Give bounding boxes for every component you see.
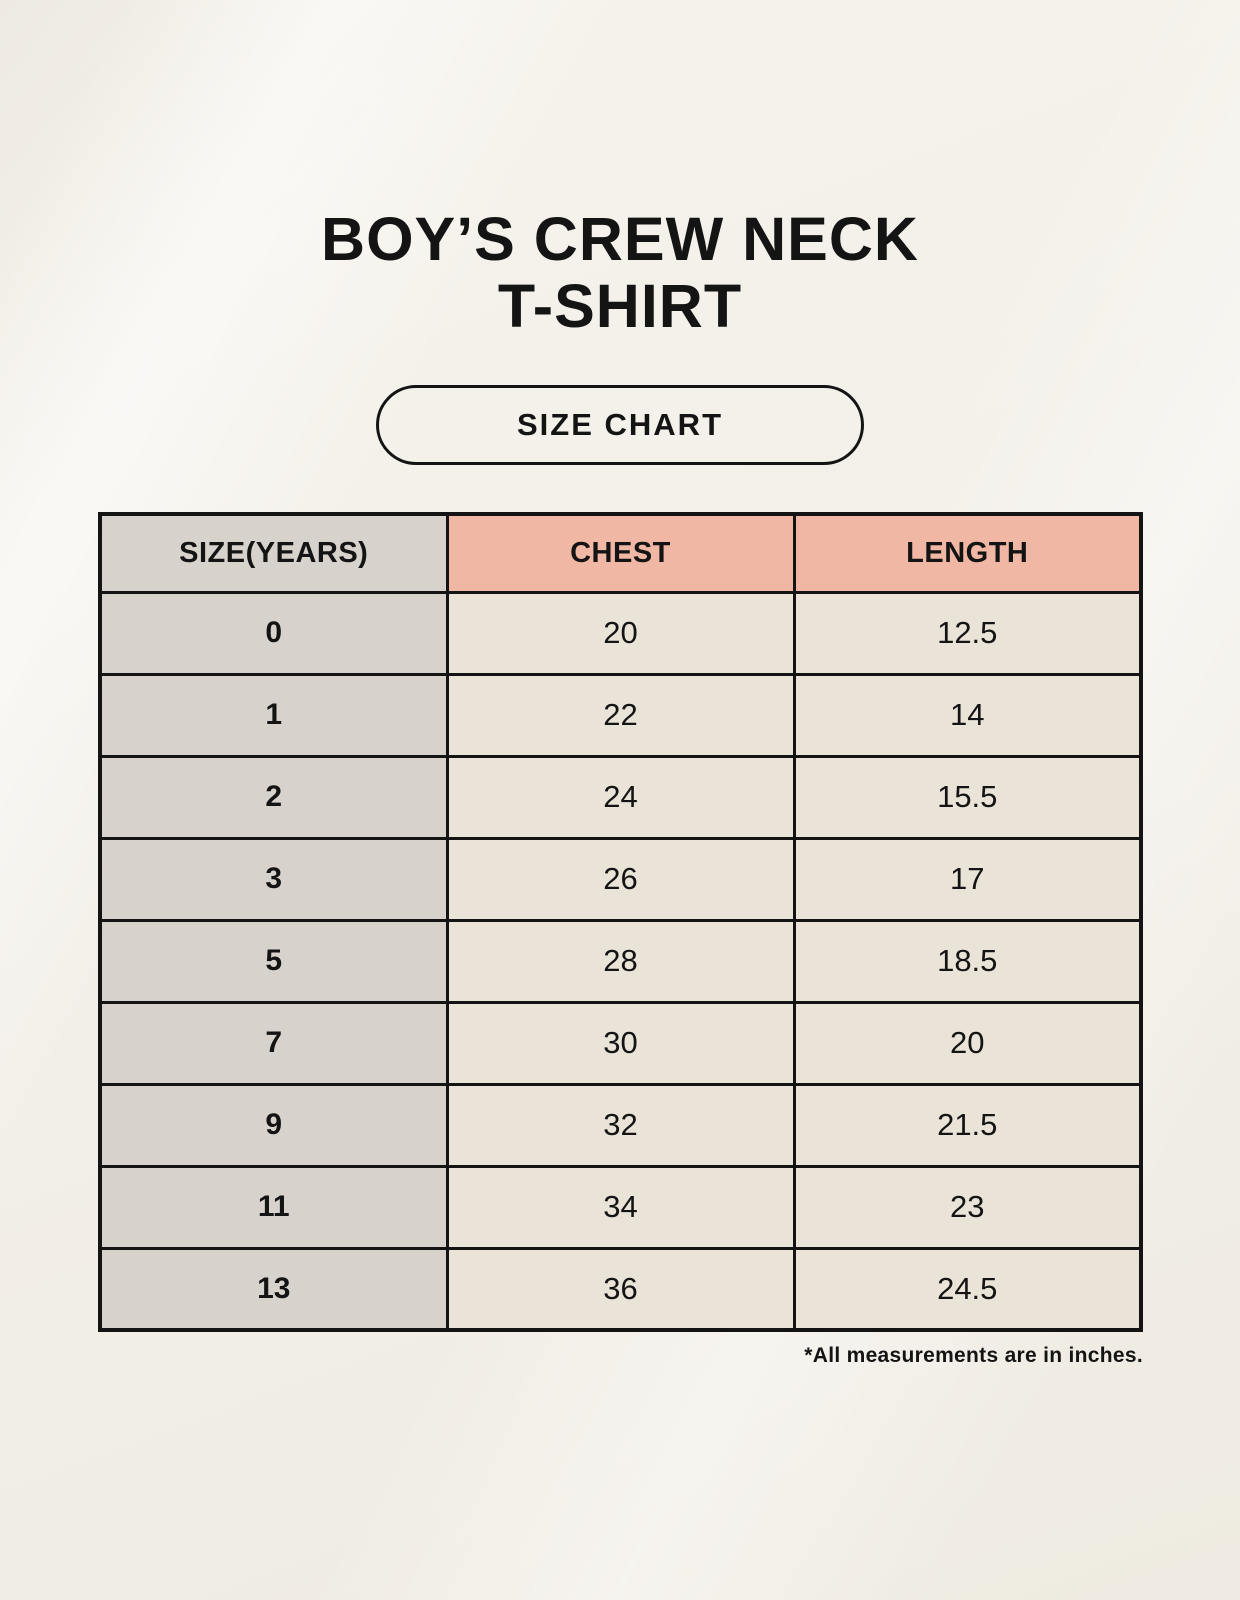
table-row: 3 26 17 — [98, 836, 1143, 922]
size-cell: 1 — [98, 672, 449, 758]
chest-cell: 36 — [445, 1246, 796, 1332]
length-cell: 12.5 — [792, 590, 1143, 676]
table-row: 13 36 24.5 — [98, 1246, 1143, 1332]
table-row: 1 22 14 — [98, 672, 1143, 758]
product-title: BOY’S CREW NECK T-SHIRT — [0, 205, 1240, 341]
length-cell: 18.5 — [792, 918, 1143, 1004]
size-table: SIZE(YEARS) CHEST LENGTH 0 20 12.5 1 22 … — [98, 512, 1143, 1332]
size-cell: 11 — [98, 1164, 449, 1250]
size-cell: 7 — [98, 1000, 449, 1086]
size-cell: 13 — [98, 1246, 449, 1332]
chest-cell: 20 — [445, 590, 796, 676]
chest-cell: 26 — [445, 836, 796, 922]
table-row: 7 30 20 — [98, 1000, 1143, 1086]
table-header-row: SIZE(YEARS) CHEST LENGTH — [98, 512, 1143, 594]
chest-cell: 34 — [445, 1164, 796, 1250]
table-row: 2 24 15.5 — [98, 754, 1143, 840]
table-header-size: SIZE(YEARS) — [98, 512, 449, 594]
size-cell: 3 — [98, 836, 449, 922]
size-cell: 0 — [98, 590, 449, 676]
length-cell: 17 — [792, 836, 1143, 922]
chest-cell: 32 — [445, 1082, 796, 1168]
size-cell: 2 — [98, 754, 449, 840]
length-cell: 20 — [792, 1000, 1143, 1086]
product-title-line1: BOY’S CREW NECK — [321, 205, 919, 273]
length-cell: 15.5 — [792, 754, 1143, 840]
table-row: 11 34 23 — [98, 1164, 1143, 1250]
table-header-chest: CHEST — [445, 512, 796, 594]
chest-cell: 22 — [445, 672, 796, 758]
size-chart-badge-label: SIZE CHART — [517, 407, 723, 442]
length-cell: 23 — [792, 1164, 1143, 1250]
size-cell: 5 — [98, 918, 449, 1004]
table-header-length: LENGTH — [792, 512, 1143, 594]
table-row: 0 20 12.5 — [98, 590, 1143, 676]
size-chart-badge[interactable]: SIZE CHART — [376, 385, 864, 465]
chest-cell: 30 — [445, 1000, 796, 1086]
length-cell: 24.5 — [792, 1246, 1143, 1332]
size-cell: 9 — [98, 1082, 449, 1168]
chest-cell: 24 — [445, 754, 796, 840]
table-row: 9 32 21.5 — [98, 1082, 1143, 1168]
chest-cell: 28 — [445, 918, 796, 1004]
product-title-line2: T-SHIRT — [497, 272, 743, 341]
measurements-footnote: *All measurements are in inches. — [804, 1344, 1143, 1367]
length-cell: 21.5 — [792, 1082, 1143, 1168]
length-cell: 14 — [792, 672, 1143, 758]
table-row: 5 28 18.5 — [98, 918, 1143, 1004]
